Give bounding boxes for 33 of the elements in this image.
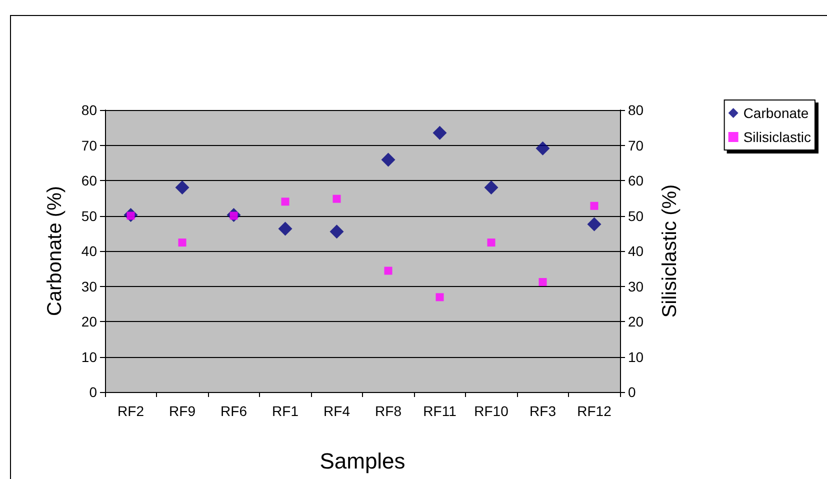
y2-tick-label: 30 (628, 278, 644, 294)
y2-tick-label: 40 (628, 243, 644, 259)
x-tick-label: RF4 (324, 403, 350, 419)
x-tick-label: RF6 (220, 403, 248, 419)
y-tick-label: 70 (81, 137, 98, 154)
y-tick-label: 80 (81, 102, 98, 118)
x-tick-label: RF12 (577, 403, 612, 419)
x-tick-label: RF2 (118, 403, 144, 419)
x-tick-label: RF9 (169, 403, 196, 419)
x-tick-label: RF11 (423, 403, 457, 419)
y-axis-title: Carbonate (%) (44, 186, 66, 316)
x-tick-label: RF8 (375, 403, 402, 419)
y2-tick-label: 70 (628, 137, 644, 154)
y2-tick-label: 20 (628, 314, 644, 330)
x-tick-label: RF3 (530, 403, 556, 419)
x-axis-title: Samples (320, 448, 406, 474)
y-tick-label: 0 (89, 384, 98, 400)
y-tick-label: 30 (81, 278, 98, 294)
y2-tick-label: 0 (628, 384, 636, 400)
y-tick-label: 40 (81, 243, 98, 259)
y-tick-label: 20 (81, 314, 98, 330)
x-tick-label: RF1 (272, 403, 299, 419)
y2-tick-label: 80 (628, 102, 644, 118)
y2-tick-label: 10 (628, 348, 644, 365)
y2-tick-label: 60 (628, 172, 644, 188)
x-tick-label: RF10 (474, 403, 509, 419)
y-tick-label: 50 (81, 208, 98, 224)
y2-axis-title: Silisiclastic (%) (659, 184, 681, 318)
legend-label: Carbonate (743, 105, 809, 121)
y-tick-label: 10 (81, 348, 98, 365)
legend-label: Silisiclastic (743, 129, 812, 145)
y-tick-label: 60 (81, 172, 98, 188)
y2-tick-label: 50 (628, 208, 644, 224)
